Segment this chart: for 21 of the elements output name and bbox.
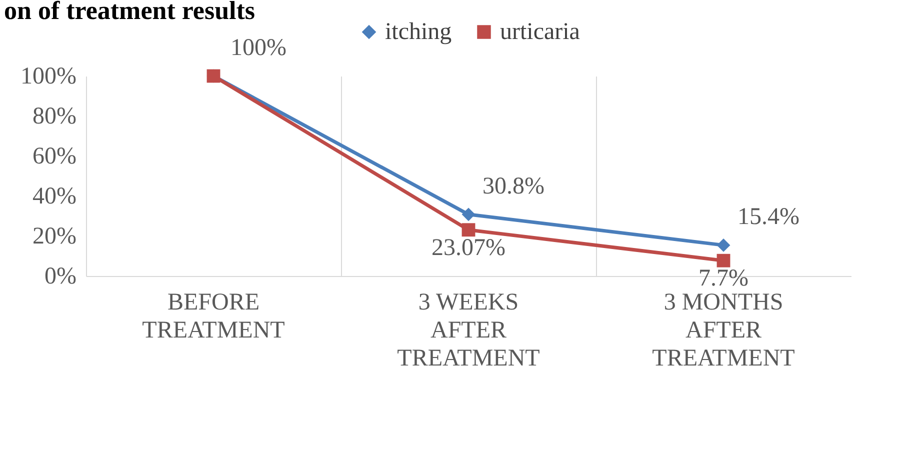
point [716, 254, 730, 268]
y-tick-label: 100% [20, 64, 76, 90]
y-tick-label: 80% [32, 104, 76, 130]
chart-title: on of treatment results [4, 0, 256, 26]
x-tick-label: 3 MONTHS AFTER TREATMENT [652, 290, 796, 372]
data-label: 30.8% [482, 173, 544, 200]
point [716, 238, 730, 252]
point [462, 208, 476, 222]
data-label: 7.7% [698, 266, 748, 292]
x-tick-label: BEFORE TREATMENT [142, 290, 286, 344]
legend-label: urticaria [500, 19, 580, 45]
data-label: 100% [230, 35, 286, 61]
y-tick-label: 40% [32, 184, 76, 210]
point [462, 223, 476, 237]
y-tick-label: 20% [32, 224, 76, 250]
y-tick-label: 0% [44, 264, 76, 290]
y-tick-label: 60% [32, 144, 76, 170]
data-label: 15.4% [738, 204, 800, 230]
x-tick-label: 3 WEEKS AFTER TREATMENT [397, 290, 540, 372]
data-label: 23.07% [432, 234, 506, 261]
legend-label: itching [385, 19, 452, 45]
